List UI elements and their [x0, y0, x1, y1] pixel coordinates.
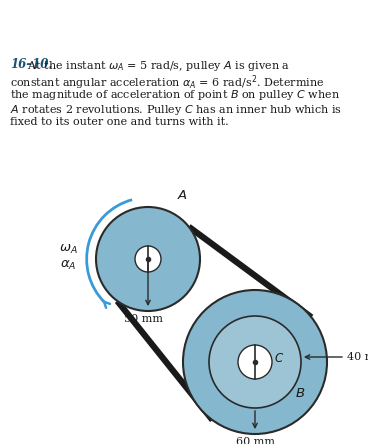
Text: 50 mm: 50 mm — [124, 314, 163, 324]
Circle shape — [135, 246, 161, 272]
Text: $\alpha_A$: $\alpha_A$ — [60, 258, 76, 272]
Text: $A$: $A$ — [177, 189, 187, 202]
Circle shape — [96, 207, 200, 311]
Text: $B$: $B$ — [295, 387, 305, 400]
Text: $C$: $C$ — [274, 353, 284, 365]
Text: $\omega_A$: $\omega_A$ — [59, 242, 77, 256]
Text: 16–10.: 16–10. — [10, 58, 53, 71]
Text: 60 mm: 60 mm — [236, 437, 275, 444]
Text: $A$ rotates 2 revolutions. Pulley $C$ has an inner hub which is: $A$ rotates 2 revolutions. Pulley $C$ ha… — [10, 103, 342, 116]
Text: At the instant $\omega_A$ = 5 rad/s, pulley $A$ is given a: At the instant $\omega_A$ = 5 rad/s, pul… — [10, 59, 290, 73]
Text: the magnitude of acceleration of point $B$ on pulley $C$ when: the magnitude of acceleration of point $… — [10, 88, 340, 102]
Circle shape — [209, 316, 301, 408]
Text: constant angular acceleration $\alpha_A$ = 6 rad/s$^2$. Determine: constant angular acceleration $\alpha_A$… — [10, 74, 325, 92]
Text: 40 mm: 40 mm — [347, 352, 368, 362]
Text: fixed to its outer one and turns with it.: fixed to its outer one and turns with it… — [10, 117, 229, 127]
Circle shape — [238, 345, 272, 379]
Circle shape — [183, 290, 327, 434]
